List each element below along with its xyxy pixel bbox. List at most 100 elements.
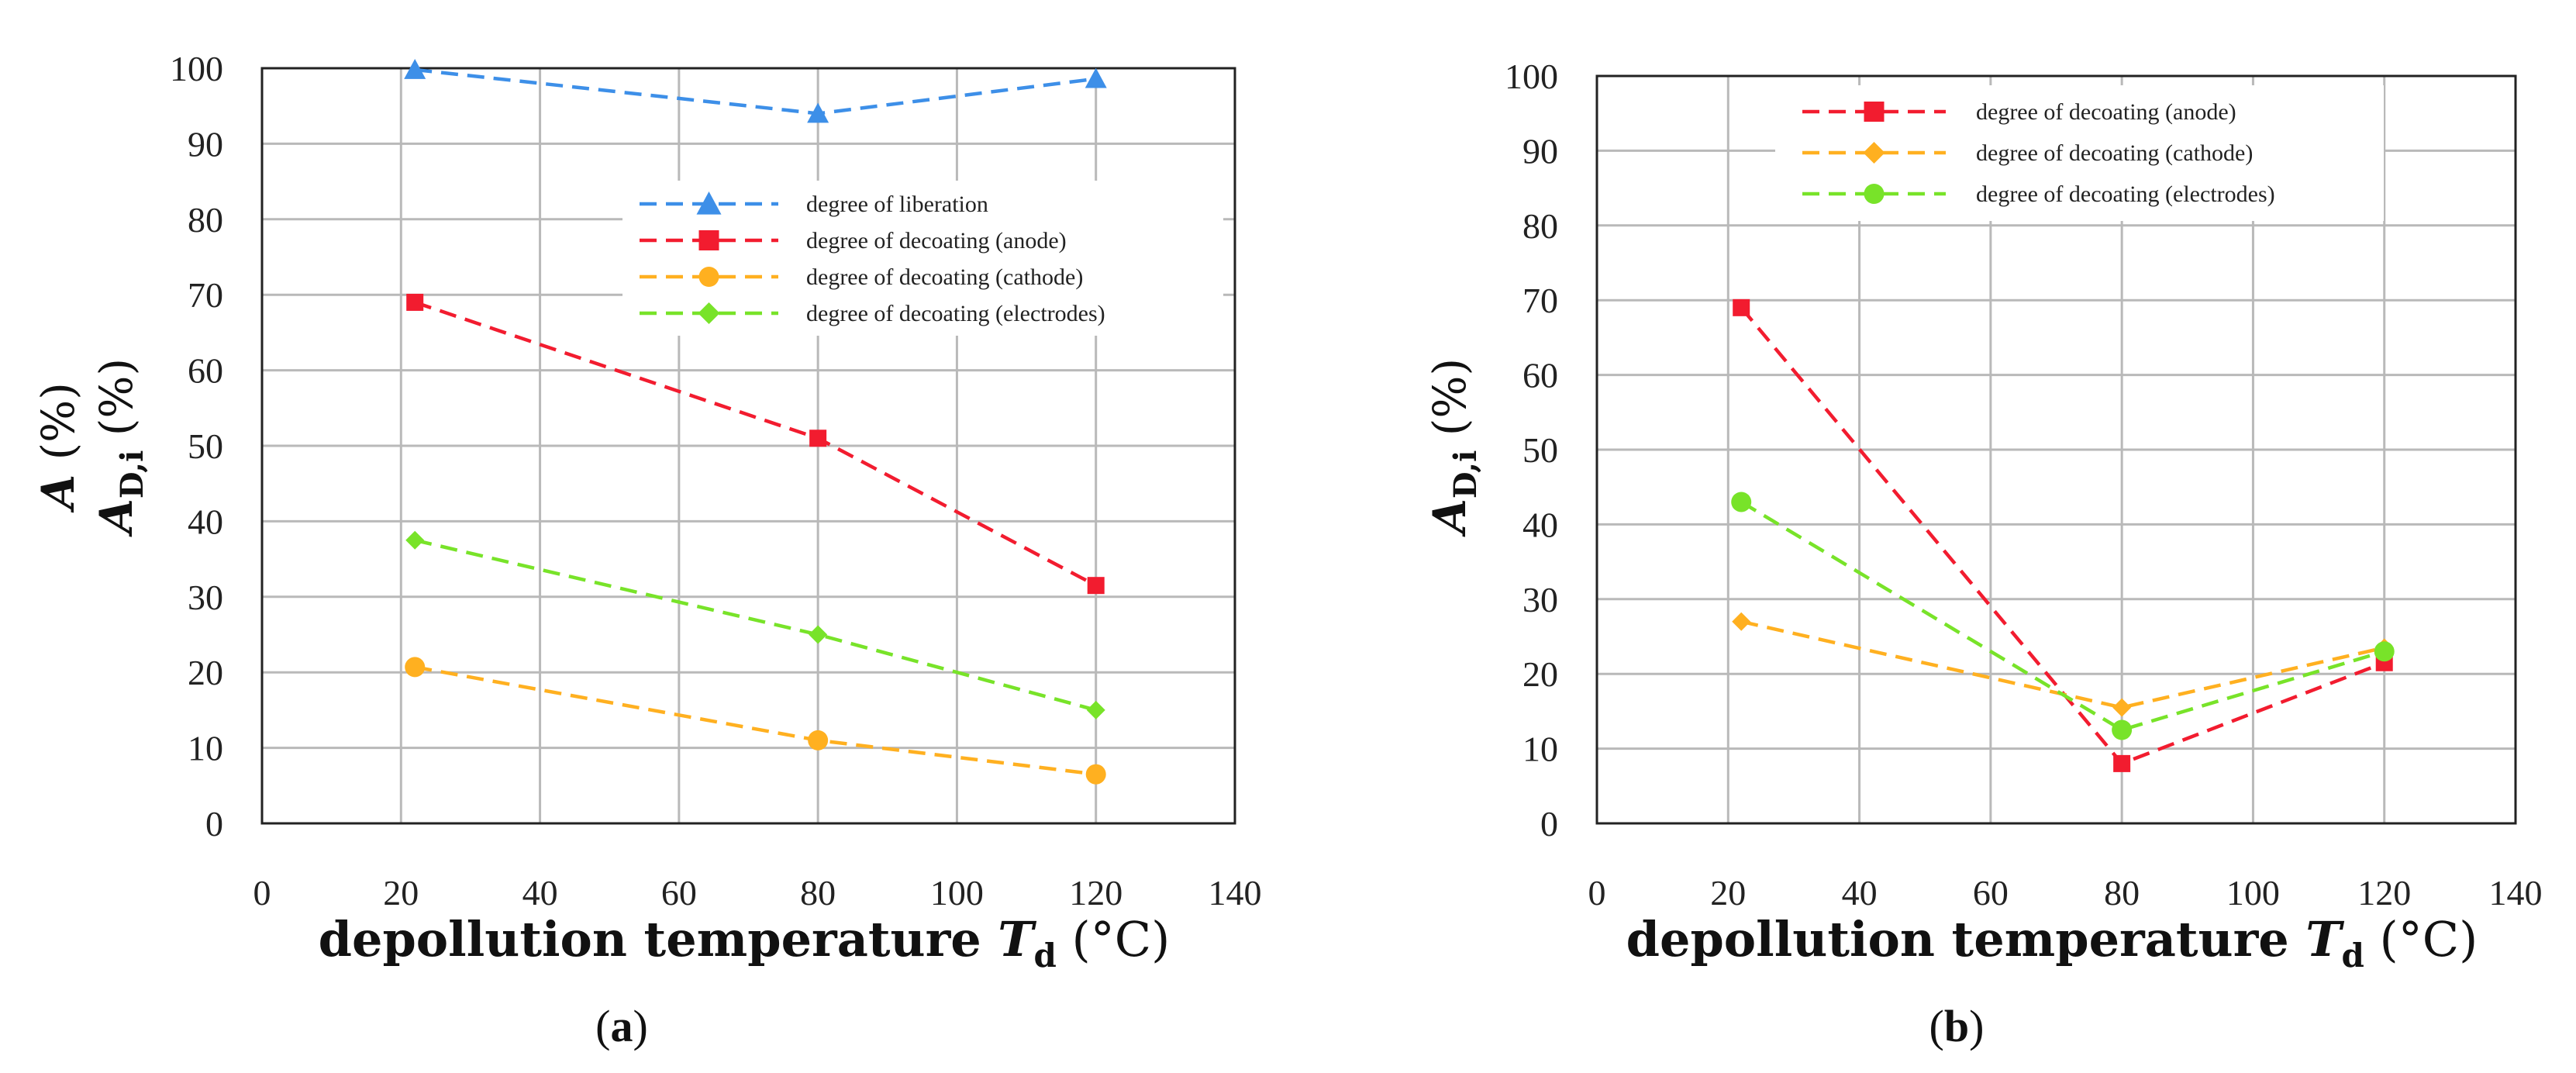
x-axis-title-subscript: d — [1033, 937, 1056, 975]
series-electrodes — [1731, 492, 2395, 740]
data-point-electrodes — [1731, 492, 1752, 512]
x-tick-label: 140 — [2489, 873, 2543, 913]
data-point-electrodes — [405, 530, 425, 550]
legend-marker — [1864, 102, 1885, 122]
panel-label: (b) — [1929, 1001, 1985, 1051]
legend-marker — [1864, 184, 1885, 204]
data-point-liberation — [807, 102, 829, 123]
data-point-electrodes — [2374, 641, 2395, 662]
panel-label-letter: a — [611, 1001, 633, 1051]
x-tick-label: 0 — [253, 873, 271, 913]
y-axis-title-variable: A — [32, 474, 84, 513]
y-tick-label: 50 — [188, 426, 223, 466]
x-axis-title: depollution temperature Td (°C) — [319, 911, 1171, 975]
legend-label: degree of decoating (anode) — [1976, 99, 2236, 125]
y-axis-title-subscript: D,i — [114, 450, 150, 499]
data-point-liberation — [1085, 67, 1107, 88]
x-axis-title-text: depollution temperature — [1626, 911, 2306, 968]
y-tick-label: 60 — [188, 351, 223, 391]
x-tick-label: 20 — [1710, 873, 1746, 913]
y-axis-title-unit: (%) — [1423, 358, 1476, 450]
series-line-liberation — [414, 67, 1096, 116]
legend-marker — [698, 230, 719, 250]
legend-background — [622, 181, 1223, 336]
x-tick-label: 80 — [800, 873, 836, 913]
x-tick-label: 0 — [1588, 873, 1606, 913]
x-tick-label: 120 — [2357, 873, 2411, 913]
legend-label: degree of decoating (electrodes) — [806, 301, 1105, 326]
panel-label-open: ( — [1929, 1001, 1944, 1051]
data-point-anode — [809, 430, 827, 447]
legend-label: degree of decoating (electrodes) — [1976, 181, 2275, 207]
legend-marker — [696, 191, 722, 215]
series-cathode — [405, 657, 1106, 785]
panel-label-close: ) — [633, 1001, 648, 1051]
data-point-liberation — [404, 58, 426, 79]
chart-panel-b: 0 20 40 60 80 100 120 140 0 10 20 30 40 50 60 70 80 90 100… — [1423, 57, 2543, 1051]
series-liberation — [404, 58, 1107, 123]
series-electrodes — [405, 530, 1105, 719]
x-tick-label: 140 — [1209, 873, 1262, 913]
y-tick-label: 100 — [170, 49, 223, 88]
legend-item: degree of decoating (cathode) — [640, 264, 1083, 290]
x-axis-title-text: depollution temperature — [319, 911, 998, 968]
legend-item: degree of decoating (anode) — [1802, 99, 2236, 125]
legend-label: degree of decoating (cathode) — [806, 264, 1083, 290]
x-tick-label: 100 — [2226, 873, 2280, 913]
y-tick-label: 30 — [1522, 580, 1558, 619]
y-tick-label: 90 — [188, 124, 223, 164]
y-axis-title-variable: A — [90, 499, 143, 537]
panel-label-close: ) — [1969, 1001, 1984, 1051]
data-point-cathode — [808, 730, 829, 750]
panel-label: (a) — [595, 1001, 648, 1051]
series-anode — [1733, 298, 2393, 772]
data-point-electrodes — [1086, 700, 1105, 719]
panel-label-open: ( — [595, 1001, 610, 1051]
y-tick-label: 20 — [1522, 654, 1558, 694]
series-cathode — [1732, 612, 2394, 717]
legend-item: degree of liberation — [640, 191, 988, 217]
chart-panel-a: 0 20 40 60 80 100 120 140 0 10 20 30 40 50 60 70 80 90 100… — [32, 49, 1262, 1051]
plot-frame — [1595, 74, 2517, 825]
y-tick-label: 80 — [1522, 206, 1558, 246]
y-tick-label: 40 — [1522, 505, 1558, 544]
legend-marker — [698, 302, 720, 324]
series-line-cathode — [1740, 619, 2385, 709]
y-axis-title-second: AD,i (%) — [90, 358, 150, 537]
legend-item: degree of decoating (cathode) — [1802, 140, 2253, 166]
y-axis-title-variable: A — [1423, 499, 1476, 537]
x-tick-label: 20 — [383, 873, 419, 913]
data-point-cathode — [405, 657, 426, 678]
x-tick-label: 80 — [2104, 873, 2140, 913]
y-axis-title-unit: (%) — [90, 358, 143, 450]
y-tick-label: 0 — [1540, 804, 1558, 844]
y-tick-label: 40 — [188, 502, 223, 541]
legend-marker — [698, 267, 719, 287]
legend-label: degree of decoating (anode) — [806, 228, 1067, 254]
y-tick-label: 20 — [188, 653, 223, 692]
y-tick-label: 90 — [1522, 131, 1558, 171]
legend-marker — [1863, 142, 1885, 164]
legend-label: degree of liberation — [806, 191, 988, 217]
y-axis-title: A (%) — [32, 382, 84, 513]
legend-item: degree of decoating (electrodes) — [640, 301, 1105, 326]
legend: degree of liberation degree of decoating … — [622, 181, 1223, 336]
x-axis-title-unit: (°C) — [2364, 911, 2478, 968]
y-tick-label: 80 — [188, 200, 223, 240]
legend-item: degree of decoating (anode) — [640, 228, 1067, 254]
x-tick-label: 40 — [522, 873, 558, 913]
data-point-cathode — [2112, 698, 2132, 717]
series-line-electrodes — [1740, 500, 2385, 732]
data-point-electrodes — [2112, 719, 2133, 740]
data-point-electrodes — [809, 625, 828, 644]
legend-label: degree of decoating (cathode) — [1976, 140, 2253, 166]
y-tick-label: 70 — [188, 275, 223, 315]
x-tick-label: 120 — [1069, 873, 1122, 913]
series-anode — [406, 293, 1105, 595]
x-axis-title-variable: T — [2305, 911, 2344, 968]
y-tick-label: 30 — [188, 578, 223, 617]
y-axis-title: AD,i (%) — [1423, 358, 1484, 537]
legend: degree of decoating (anode) degree of dec… — [1775, 85, 2384, 221]
x-axis-title: depollution temperature Td (°C) — [1626, 911, 2478, 975]
